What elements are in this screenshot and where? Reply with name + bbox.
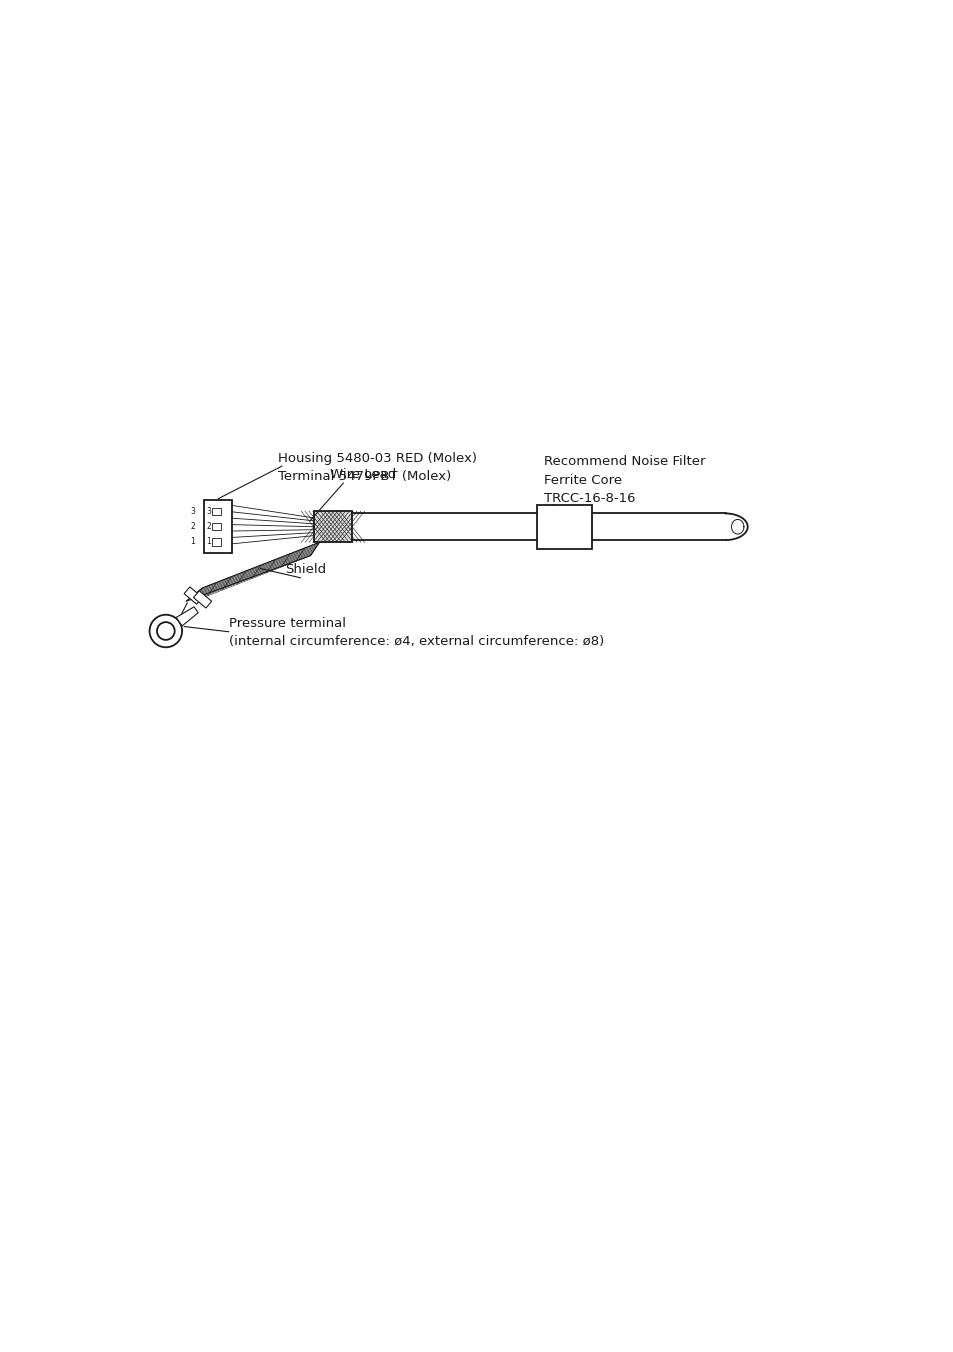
Text: 3: 3 [191, 507, 195, 516]
Circle shape [150, 615, 182, 648]
Polygon shape [193, 591, 212, 608]
Text: Housing 5480-03 RED (Molex): Housing 5480-03 RED (Molex) [278, 452, 476, 465]
Bar [212, 508, 221, 515]
Text: 1: 1 [206, 537, 211, 546]
Text: 2: 2 [206, 522, 211, 531]
Text: (internal circumference: ø4, external circumference: ø8): (internal circumference: ø4, external ci… [229, 635, 603, 648]
Text: 3: 3 [206, 507, 212, 516]
Bar [212, 523, 221, 530]
Text: Shield: Shield [285, 562, 326, 576]
Circle shape [157, 622, 174, 639]
Bar [314, 511, 352, 542]
Polygon shape [184, 587, 202, 604]
Text: TRCC-16-8-16: TRCC-16-8-16 [544, 492, 636, 506]
Bar [537, 504, 592, 549]
Text: 1: 1 [191, 537, 195, 546]
Polygon shape [186, 542, 319, 602]
Text: Wire Lead: Wire Lead [330, 468, 395, 481]
Polygon shape [176, 607, 198, 626]
Text: Recommend Noise Filter: Recommend Noise Filter [544, 456, 705, 468]
Bar [204, 500, 233, 553]
Text: Terminal 5479PBT (Molex): Terminal 5479PBT (Molex) [278, 470, 451, 483]
Text: Ferrite Core: Ferrite Core [544, 473, 622, 487]
Bar [212, 538, 221, 546]
Text: Pressure terminal: Pressure terminal [229, 617, 345, 630]
Text: 2: 2 [191, 522, 195, 531]
